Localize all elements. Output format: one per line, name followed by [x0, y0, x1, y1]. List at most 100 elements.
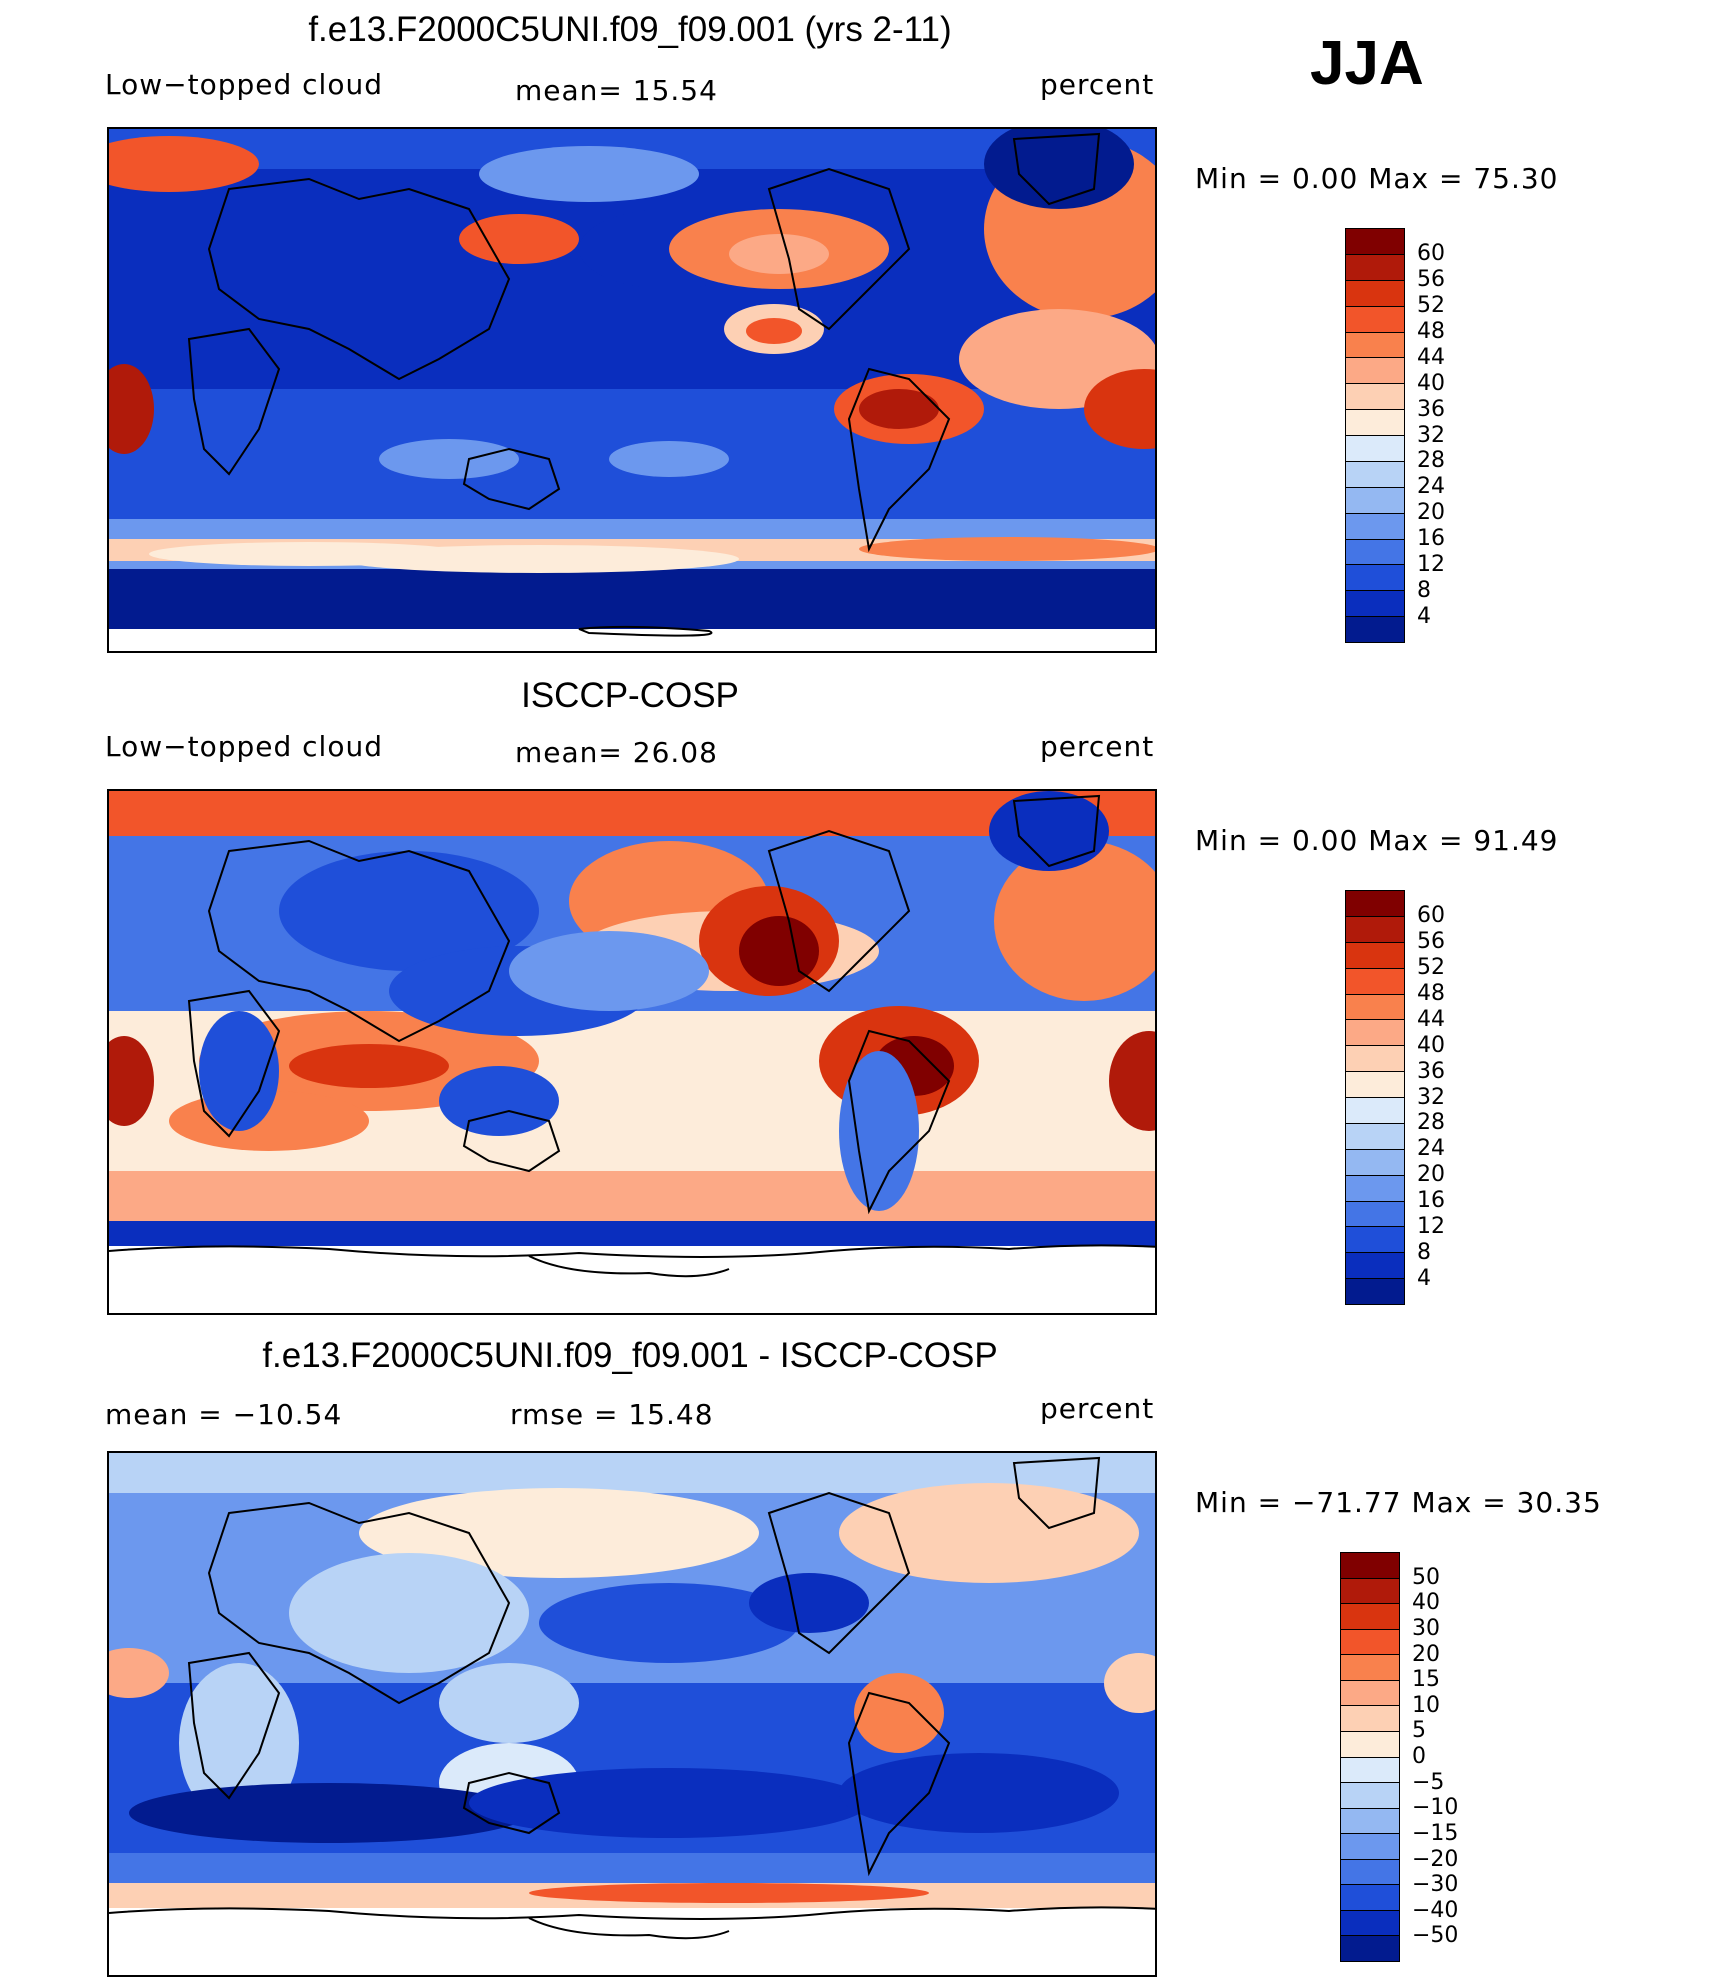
- colorbar-swatch: [1341, 1783, 1399, 1809]
- colorbar-swatch: [1341, 1655, 1399, 1681]
- colorbar-swatch: [1346, 1253, 1404, 1280]
- colorbar-swatch: [1346, 254, 1404, 281]
- panel-2-title: ISCCP-COSP: [521, 676, 739, 715]
- colorbar-tick-label: 60: [1417, 240, 1445, 266]
- panel-3-map-field: [109, 1453, 1155, 1975]
- colorbar-tick-label: 52: [1417, 954, 1445, 980]
- colorbar-tick-label: −40: [1412, 1897, 1459, 1923]
- panel-2-mean-label: mean= 26.08: [515, 736, 718, 769]
- panel-2-units-label: percent: [1040, 730, 1155, 763]
- colorbar-tick-label: 15: [1412, 1667, 1440, 1693]
- colorbar-swatch: [1341, 1859, 1399, 1886]
- colorbar-tick-label: 5: [1412, 1718, 1426, 1744]
- colorbar-swatch: [1341, 1680, 1399, 1707]
- panel-3-minmax: Min = −71.77 Max = 30.35: [1195, 1486, 1602, 1519]
- colorbar-swatch: [1346, 229, 1404, 255]
- panel-3-colorbar: [1340, 1552, 1400, 1962]
- colorbar-swatch: [1341, 1706, 1399, 1732]
- colorbar-swatch: [1341, 1936, 1399, 1961]
- colorbar-swatch: [1346, 1149, 1404, 1176]
- colorbar-swatch: [1346, 942, 1404, 969]
- colorbar-swatch: [1346, 306, 1404, 333]
- panel-3-units-label: percent: [1040, 1392, 1155, 1425]
- colorbar-tick-label: −20: [1412, 1846, 1459, 1872]
- colorbar-swatch: [1341, 1885, 1399, 1911]
- colorbar-tick-label: −50: [1412, 1923, 1459, 1949]
- colorbar-swatch: [1346, 1123, 1404, 1150]
- colorbar-tick-label: 0: [1412, 1744, 1426, 1769]
- panel-1-map: [107, 127, 1157, 653]
- colorbar-swatch: [1346, 891, 1404, 917]
- colorbar-swatch: [1346, 461, 1404, 488]
- colorbar-tick-label: 16: [1417, 526, 1445, 552]
- colorbar-tick-label: 40: [1417, 1032, 1445, 1058]
- colorbar-swatch: [1341, 1604, 1399, 1630]
- colorbar-swatch: [1346, 384, 1404, 411]
- colorbar-tick-label: −15: [1412, 1820, 1459, 1846]
- colorbar-tick-label: 32: [1417, 1084, 1445, 1110]
- colorbar-tick-label: 36: [1417, 396, 1445, 422]
- panel-3-mean-label: mean = −10.54: [105, 1398, 343, 1431]
- colorbar-tick-label: 28: [1417, 448, 1445, 474]
- colorbar-tick-label: −30: [1412, 1872, 1459, 1898]
- colorbar-swatch: [1346, 539, 1404, 566]
- colorbar-swatch: [1346, 617, 1404, 642]
- colorbar-swatch: [1341, 1578, 1399, 1605]
- colorbar-swatch: [1346, 487, 1404, 514]
- colorbar-swatch: [1346, 513, 1404, 540]
- colorbar-tick-label: 20: [1412, 1641, 1440, 1667]
- colorbar-tick-label: −5: [1412, 1769, 1445, 1795]
- colorbar-swatch: [1346, 565, 1404, 592]
- colorbar-tick-label: 50: [1412, 1564, 1440, 1590]
- colorbar-tick-label: 52: [1417, 292, 1445, 318]
- colorbar-tick-label: 32: [1417, 422, 1445, 448]
- colorbar-tick-label: 44: [1417, 344, 1445, 370]
- panel-1-mean-label: mean= 15.54: [515, 74, 718, 107]
- panel-1-map-field: [109, 129, 1155, 651]
- colorbar-tick-label: 56: [1417, 928, 1445, 954]
- colorbar-swatch: [1346, 332, 1404, 359]
- colorbar-tick-label: 30: [1412, 1615, 1440, 1641]
- colorbar-swatch: [1341, 1553, 1399, 1579]
- colorbar-swatch: [1346, 410, 1404, 436]
- colorbar-swatch: [1346, 1175, 1404, 1202]
- panel-2-colorbar: [1345, 890, 1405, 1305]
- colorbar-swatch: [1346, 1098, 1404, 1124]
- colorbar-tick-label: 8: [1417, 578, 1431, 604]
- colorbar-tick-label: 10: [1412, 1692, 1440, 1718]
- colorbar-tick-label: 60: [1417, 902, 1445, 928]
- colorbar-swatch: [1341, 1834, 1399, 1860]
- season-label: JJA: [1310, 29, 1424, 98]
- colorbar-swatch: [1346, 358, 1404, 385]
- panel-1-minmax: Min = 0.00 Max = 75.30: [1195, 162, 1559, 195]
- colorbar-tick-label: 40: [1412, 1590, 1440, 1616]
- colorbar-tick-label: 48: [1417, 980, 1445, 1006]
- panel-3-title: f.e13.F2000C5UNI.f09_f09.001 - ISCCP-COS…: [262, 1336, 998, 1375]
- colorbar-tick-label: 20: [1417, 1162, 1445, 1188]
- panel-1-units-label: percent: [1040, 68, 1155, 101]
- colorbar-swatch: [1341, 1910, 1399, 1937]
- panel-1-variable-label: Low−topped cloud: [105, 68, 383, 101]
- colorbar-swatch: [1346, 1201, 1404, 1228]
- colorbar-tick-label: 28: [1417, 1110, 1445, 1136]
- colorbar-swatch: [1341, 1757, 1399, 1784]
- colorbar-tick-label: 56: [1417, 266, 1445, 292]
- colorbar-swatch: [1346, 994, 1404, 1021]
- colorbar-swatch: [1346, 1072, 1404, 1098]
- colorbar-tick-label: −10: [1412, 1795, 1459, 1821]
- panel-2-map-field: [109, 791, 1155, 1313]
- colorbar-swatch: [1346, 916, 1404, 943]
- colorbar-swatch: [1346, 1227, 1404, 1254]
- colorbar-tick-label: 8: [1417, 1240, 1431, 1266]
- panel-2-variable-label: Low−topped cloud: [105, 730, 383, 763]
- panel-3-map: [107, 1451, 1157, 1977]
- panel-1-title: f.e13.F2000C5UNI.f09_f09.001 (yrs 2-11): [308, 10, 952, 49]
- panel-2-minmax: Min = 0.00 Max = 91.49: [1195, 824, 1559, 857]
- colorbar-swatch: [1346, 436, 1404, 462]
- colorbar-swatch: [1341, 1629, 1399, 1656]
- panel-3-rmse-label: rmse = 15.48: [510, 1398, 714, 1431]
- colorbar-tick-label: 24: [1417, 474, 1445, 500]
- panel-2-map: [107, 789, 1157, 1315]
- panel-1-colorbar: [1345, 228, 1405, 643]
- colorbar-swatch: [1346, 591, 1404, 618]
